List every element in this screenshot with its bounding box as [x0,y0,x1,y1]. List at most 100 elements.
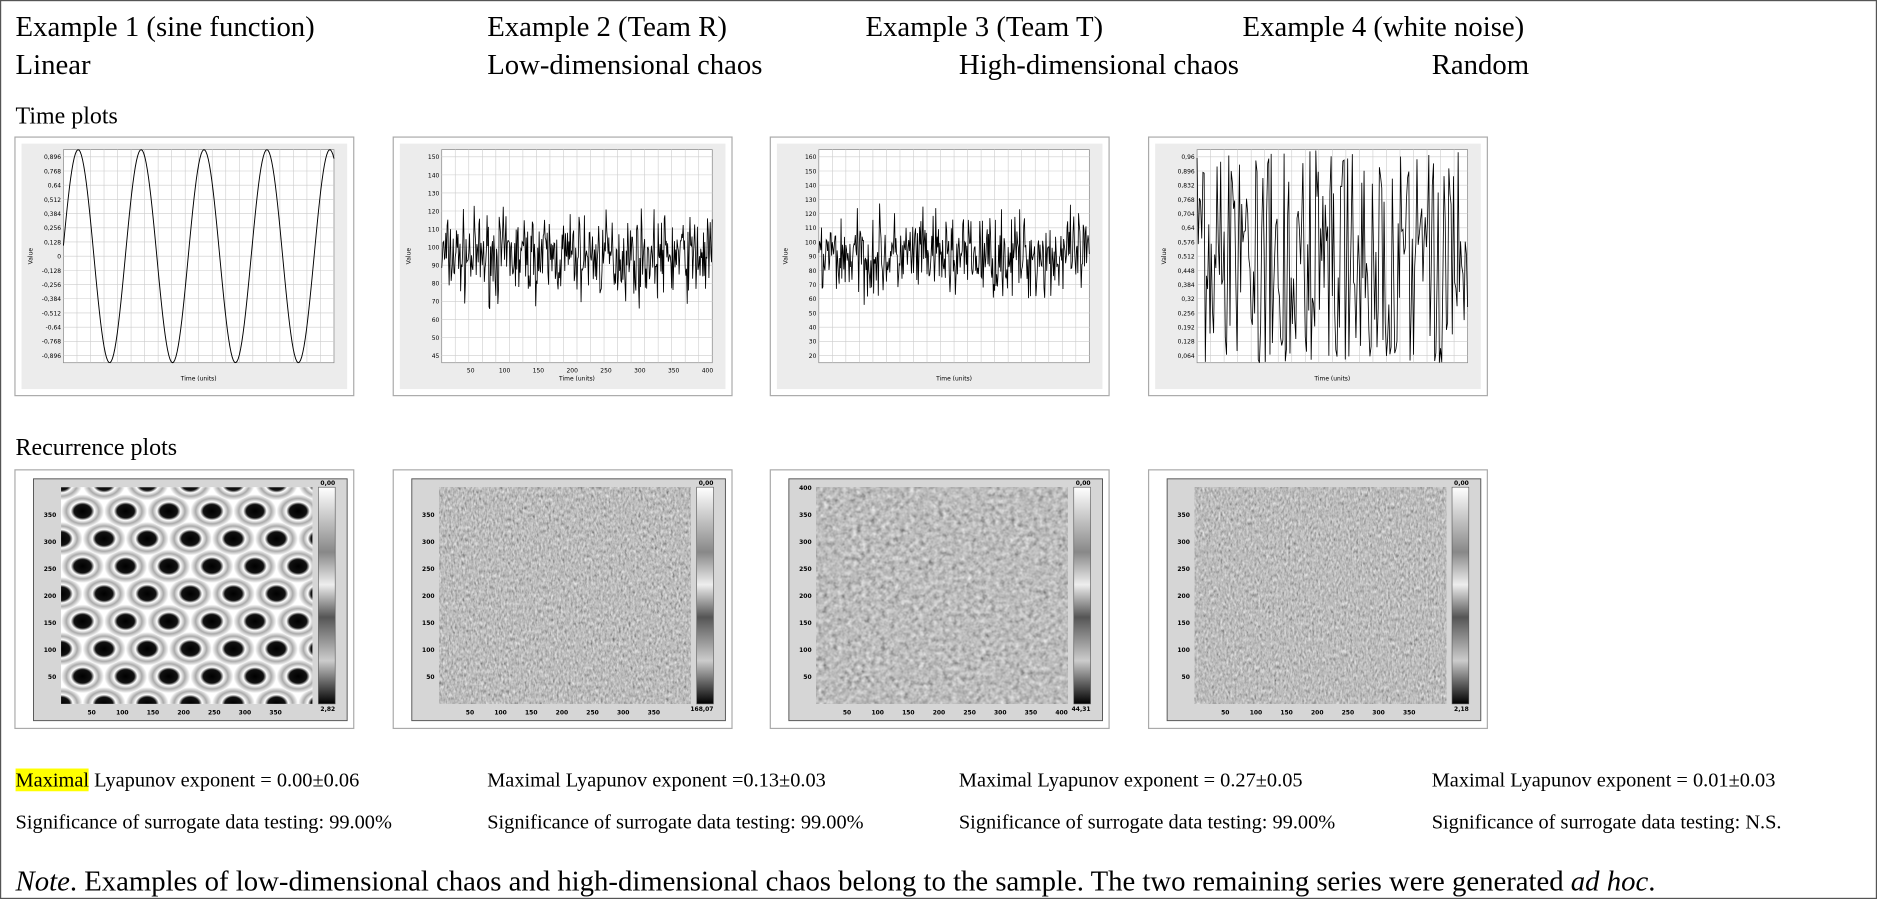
y-tick-label: 140 [428,172,440,179]
colorbar [696,486,714,705]
recurrence-plot-frame: 0,00 2,18 350 300 250 200 150 100 50 50 100 150 200 2… [1147,469,1488,730]
y-tick-label: 350 [422,512,434,519]
blob [104,659,148,694]
x-tick-label: 100 [499,367,511,374]
y-axis-title: Value [406,248,413,265]
y-tick-label: 150 [1177,620,1189,627]
blob [168,576,212,611]
y-tick-label: 200 [799,593,811,600]
y-tick-label: -0,128 [42,268,61,275]
series-line [441,205,713,309]
y-tick-label: -0,896 [42,353,61,360]
blob [82,521,126,556]
dynamics-type: Random [1431,50,1530,82]
lyapunov-value: Lyapunov exponent = 0.01±0.03 [1510,768,1776,792]
colorbar [1073,486,1091,705]
blob [61,549,105,583]
y-tick-label: 50 [809,310,817,317]
section-label: Time plots [15,102,118,130]
y-tick-label: 0,704 [1178,211,1195,218]
blob [190,659,234,694]
y-tick-label: 70 [809,282,817,289]
x-tick-label: 150 [525,710,537,717]
y-tick-label: -0,256 [42,282,61,289]
y-tick-label: 300 [422,539,434,546]
x-tick-label: 250 [1342,710,1354,717]
note-segment: Note [15,866,70,898]
blob [276,659,313,694]
x-tick-label: 250 [586,710,598,717]
series-line [62,149,335,364]
blob [83,487,126,501]
blob [104,604,148,639]
y-tick-label: 0,96 [1181,154,1194,161]
blobs [61,487,313,704]
y-tick-label: 70 [432,299,440,306]
blob [211,576,255,611]
example-title: Example 3 (Team T) [865,11,1104,44]
y-tick-label: 0,768 [44,168,61,175]
recurrence-plot-frame: 0,00 44,31 400 350 300 250 200 150 100 50 50 100 150… [769,469,1110,730]
y-tick-label: 0,896 [44,154,61,161]
blob [211,632,255,666]
x-tick-label: 150 [1280,710,1292,717]
y-tick-label: 140 [805,183,817,190]
x-tick-label: 250 [963,710,975,717]
recurrence-plot: 0,00 2,82 350 300 250 200 150 100 50 50 100 150 200 2… [33,478,348,722]
example-title: Example 2 (Team R) [487,11,727,44]
x-tick-label: 50 [1221,710,1229,717]
colorbar-label: 0,00 [1076,480,1091,487]
blob [61,632,83,666]
figure-note: Note. Examples of low-dimensional chaos … [16,868,1656,897]
x-tick-label: 200 [1311,710,1323,717]
blob [190,549,234,583]
x-tick-label: 300 [239,710,251,717]
x-tick-label: 350 [269,710,281,717]
y-axis-title: Value [783,248,790,265]
x-tick-label: 350 [668,367,680,374]
y-tick-label: 40 [809,325,817,332]
x-tick-label: 200 [177,710,189,717]
x-tick-label: 400 [1055,710,1067,717]
blob [254,632,299,666]
y-tick-label: 250 [799,566,811,573]
blob [61,604,105,639]
y-tick-label: 0,384 [44,211,61,218]
x-tick-label: 50 [467,367,475,374]
time-plot-frame: 150 140 130 120 110 100 90 80 70 60 50 45 50 100 150 20… [392,136,733,397]
lyapunov-word: Maximal [1431,768,1506,792]
y-axis-title: Value [27,248,34,265]
blob [125,632,169,666]
significance-result: Significance of surrogate data testing: … [1431,810,1782,834]
recurrence-plot-frame: 0,00 2,82 350 300 250 200 150 100 50 50 100 150 200 2… [14,469,355,730]
blob [126,487,169,501]
colorbar-label: 0,00 [320,480,335,487]
x-tick-label: 100 [1250,710,1262,717]
y-tick-label: 120 [805,211,817,218]
x-axis-title: Time (units) [1313,376,1350,383]
y-tick-label: -0,384 [42,296,61,303]
y-tick-label: 0,064 [1178,353,1195,360]
blob [147,494,191,528]
x-tick-label: 300 [994,710,1006,717]
blob [233,494,277,528]
y-tick-label: 0,512 [44,197,61,204]
y-tick-label: 0,576 [1178,239,1195,246]
x-tick-label: 350 [1403,710,1415,717]
y-tick-label: 45 [432,353,440,360]
blob [61,487,83,501]
x-tick-label: 300 [634,367,646,374]
colorbar [1451,486,1470,705]
x-tick-label: 50 [466,710,474,717]
y-tick-label: 150 [805,168,817,175]
y-tick-label: 0,384 [1178,282,1195,289]
time-plot: 160 150 140 130 120 110 100 90 80 70 60 50 40 30 20 Tim… [776,143,1103,390]
lyapunov-word: Maximal [15,768,90,792]
colorbar-label: 0,00 [699,480,714,487]
y-tick-label: 50 [48,674,56,681]
significance-result: Significance of surrogate data testing: … [487,810,864,834]
dynamics-type: High-dimensional chaos [958,50,1239,82]
time-plot: 0,96 0,896 0,832 0,768 0,704 0,64 0,576 0,512 0,… [1155,143,1481,390]
x-tick-label: 350 [1025,710,1037,717]
blob [211,521,255,556]
